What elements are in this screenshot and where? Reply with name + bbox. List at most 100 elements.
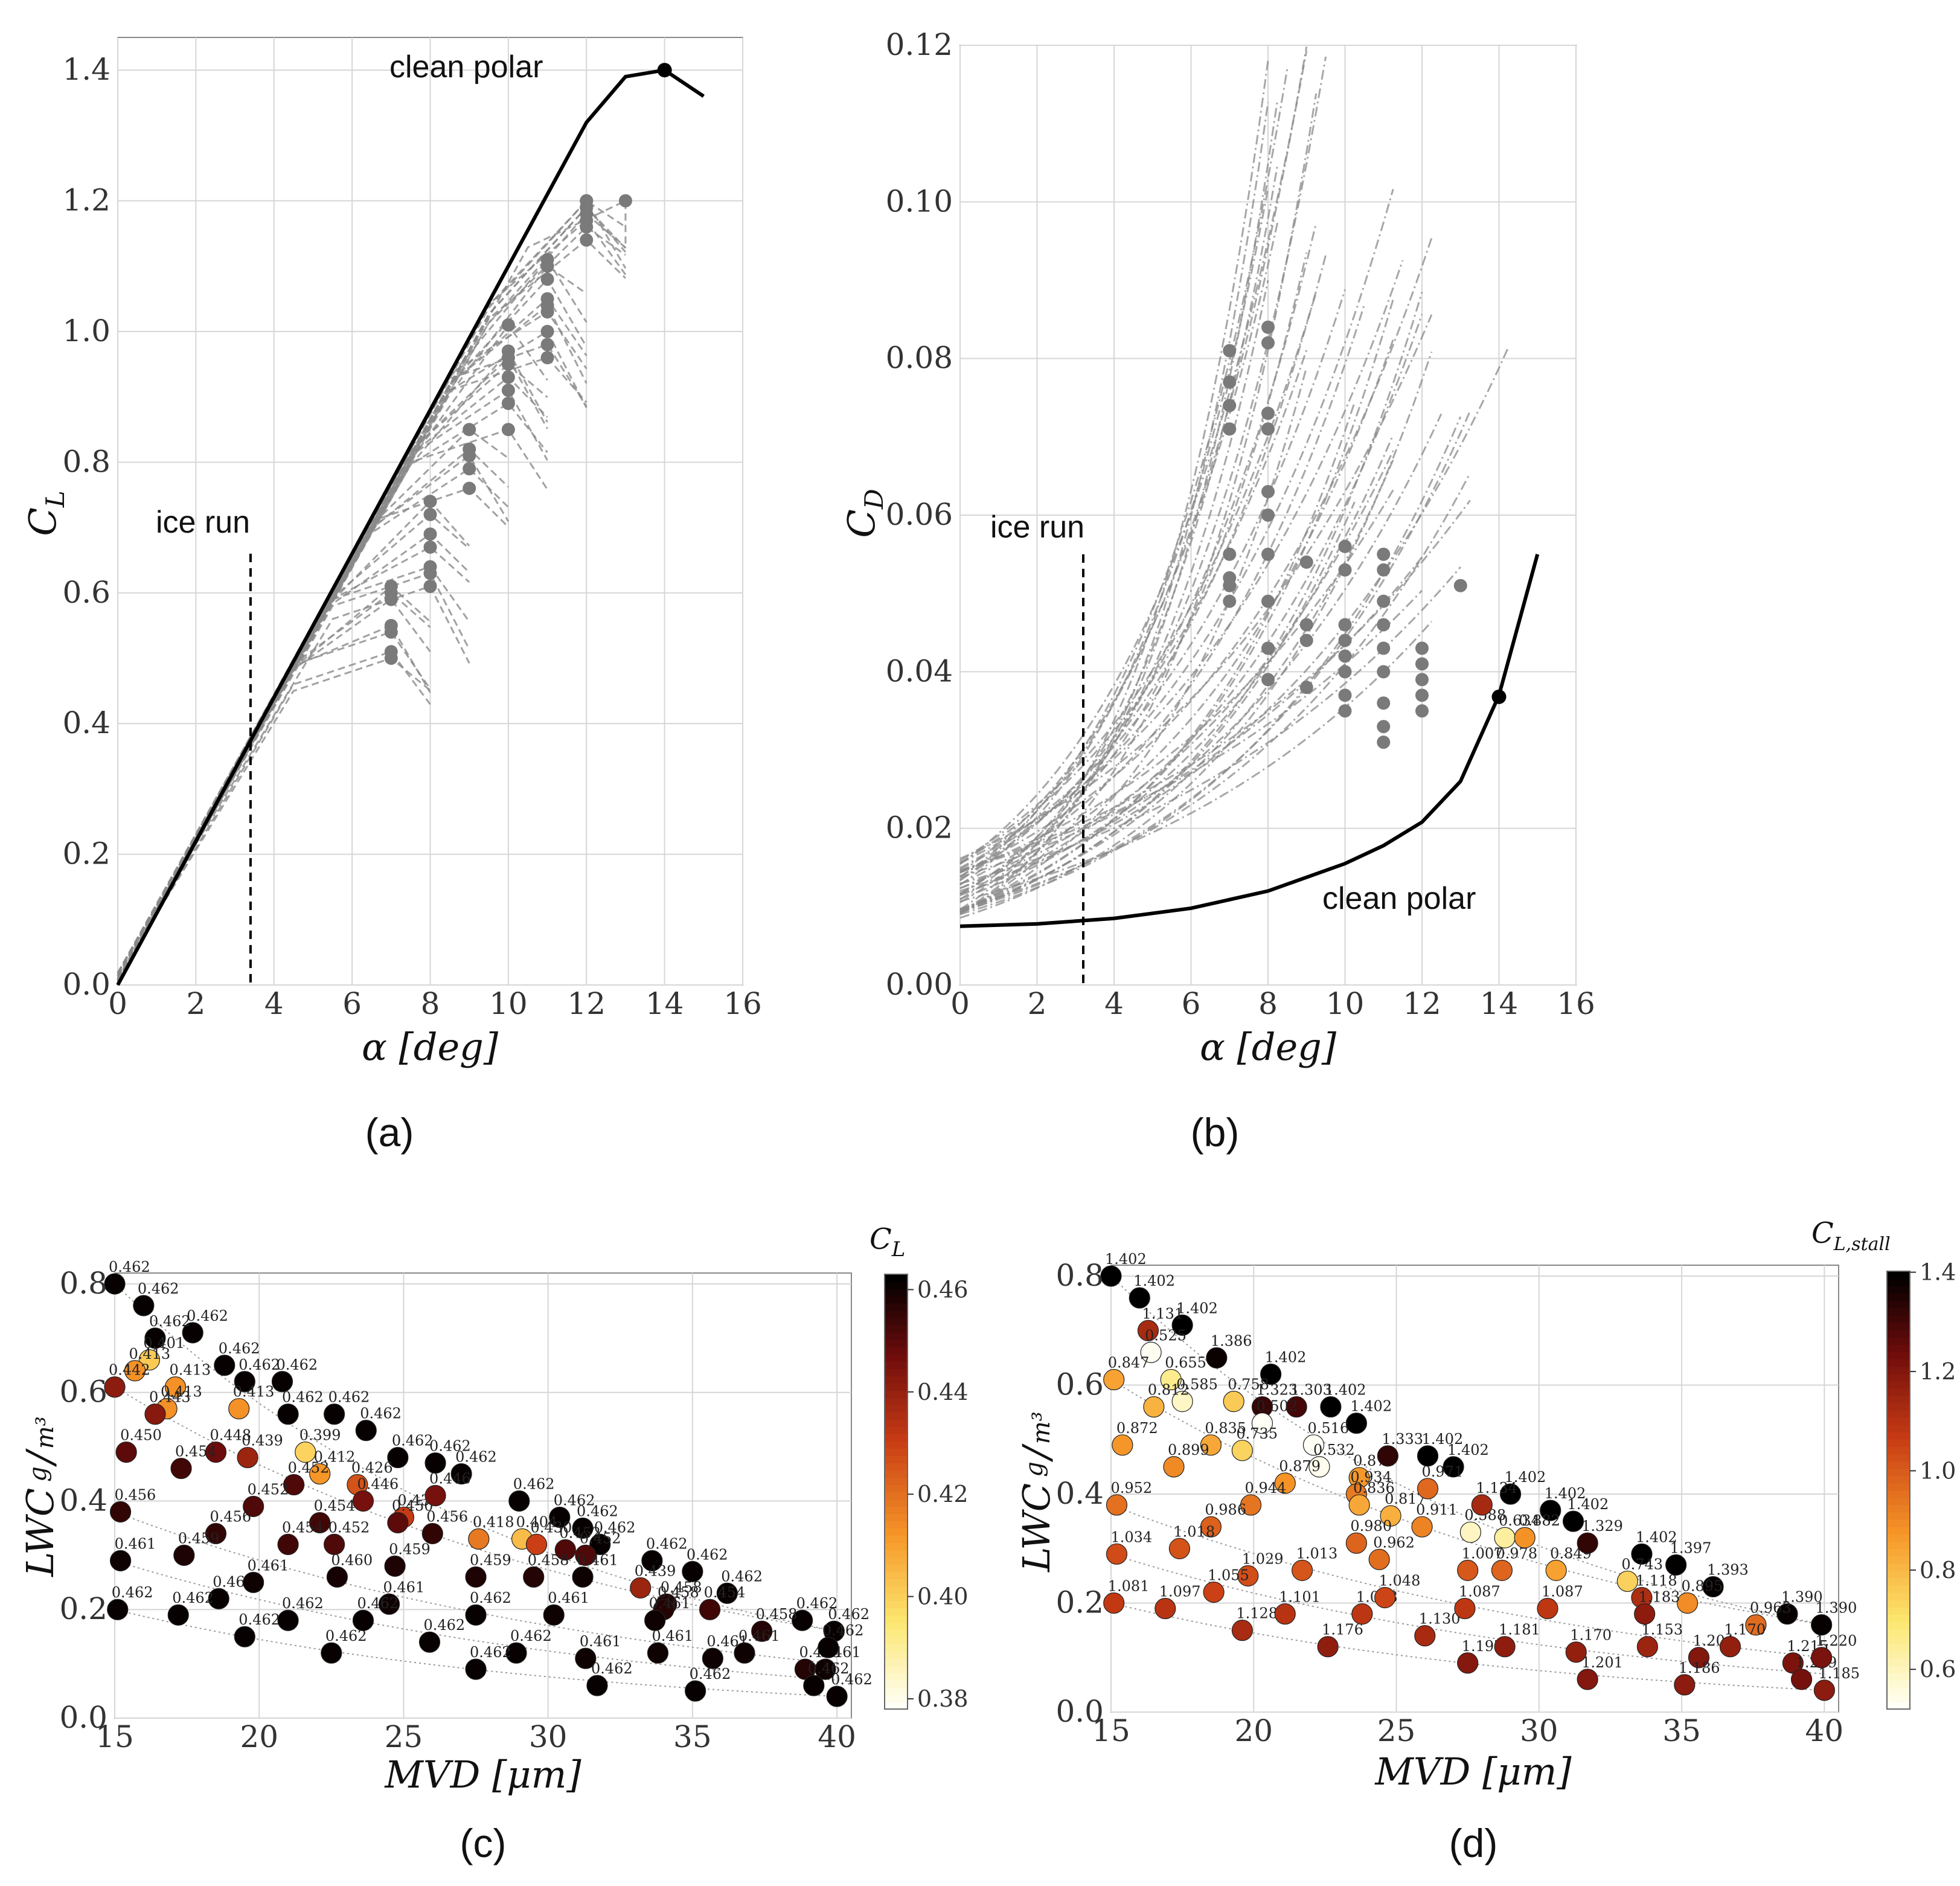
iced-stall-point-a — [540, 338, 554, 351]
x-tick-label-d: 20 — [1234, 1713, 1273, 1748]
scatter-point-d — [1137, 1320, 1159, 1341]
y-tick-label-d: 0.4 — [1055, 1476, 1104, 1511]
scatter-point-d — [1345, 1413, 1367, 1434]
point-value-label-d: 1.130 — [1419, 1611, 1461, 1628]
panel-a-lift-polar: 0 2 4 6 8 10 12 14 16 0.0 0.2 0.4 0.6 0.8 1.0 1.2 1.4 ic… — [21, 37, 762, 1155]
iced-stall-point-a — [384, 618, 398, 632]
iced-polar-line-b — [959, 50, 1308, 865]
point-value-label-c: 0.459 — [178, 1530, 220, 1547]
svg-text:CD: CD — [839, 489, 889, 537]
scatter-point-d — [1616, 1570, 1638, 1593]
scatter-point-c — [647, 1642, 669, 1664]
scatter-point-d — [1203, 1581, 1225, 1603]
y-tick-label-a: 1.2 — [62, 183, 110, 218]
colorbar-segment-d — [1887, 1388, 1910, 1396]
point-value-label-c: 0.399 — [299, 1427, 341, 1444]
iced-polar-line-a — [117, 277, 588, 984]
point-value-label-c: 0.450 — [120, 1427, 162, 1444]
iced-polar-line-b — [959, 299, 1394, 911]
point-value-label-c: 0.458 — [658, 1584, 699, 1601]
iced-stall-point-b — [1261, 422, 1275, 436]
point-value-label-c: 0.462 — [594, 1519, 636, 1536]
colorbar-segment-d — [1887, 1679, 1910, 1688]
colorbar-segment-c — [885, 1368, 908, 1376]
scatter-point-d — [1380, 1505, 1401, 1527]
scatter-point-c — [295, 1441, 316, 1463]
iced-stall-point-b — [1299, 618, 1313, 632]
point-value-label-c: 0.454 — [175, 1443, 217, 1460]
iced-stall-point-b — [1261, 673, 1275, 687]
scatter-point-d — [1302, 1434, 1325, 1456]
iced-stall-point-b — [1377, 665, 1391, 679]
y-tick-label-a: 0.2 — [62, 836, 110, 871]
colorbar-segment-c — [885, 1658, 908, 1666]
clean-stall-point-b — [1491, 689, 1507, 704]
scatter-point-d — [1286, 1396, 1307, 1418]
point-value-label-c: 0.458 — [756, 1606, 798, 1623]
iced-polar-line-a — [117, 199, 626, 984]
point-value-label-d: 0.532 — [1313, 1442, 1355, 1458]
point-value-label-c: 0.462 — [591, 1660, 633, 1677]
iced-stall-point-a — [423, 540, 437, 554]
scatter-point-c — [465, 1604, 487, 1626]
iced-stall-point-b — [1223, 547, 1237, 561]
y-tick-label-a: 1.0 — [62, 313, 110, 348]
scatter-point-c — [549, 1506, 571, 1528]
scatter-point-d — [1562, 1510, 1584, 1532]
colorbar-frame-c — [884, 1274, 908, 1710]
colorbar-segment-c — [885, 1296, 908, 1304]
scatter-point-d — [1443, 1456, 1464, 1478]
y-tick-label-b: 0.00 — [886, 967, 953, 1002]
point-value-label-c: 0.418 — [473, 1513, 514, 1530]
iced-polars-b — [959, 46, 1510, 919]
iced-stall-point-b — [1415, 657, 1429, 671]
scatter-point-c — [324, 1403, 345, 1425]
colorbar-segment-c — [885, 1376, 908, 1384]
colorbar-segment-d — [1887, 1534, 1910, 1542]
colorbar-segment-c — [885, 1281, 908, 1289]
scatter-point-d — [1545, 1559, 1567, 1581]
point-value-label-c: 0.430 — [531, 1519, 572, 1536]
point-value-label-c: 0.462 — [470, 1644, 511, 1661]
x-tick-label-b: 6 — [1182, 986, 1201, 1021]
point-value-label-c: 0.462 — [828, 1606, 870, 1623]
point-value-label-c: 0.462 — [510, 1628, 552, 1644]
point-value-label-c: 0.454 — [704, 1584, 746, 1601]
iced-polar-line-a — [117, 650, 431, 980]
iced-stall-point-a — [501, 370, 515, 384]
point-value-label-c: 0.454 — [282, 1519, 324, 1536]
point-value-label-c: 0.452 — [288, 1460, 330, 1477]
colorbar-segment-c — [885, 1354, 908, 1362]
iced-polar-line-a — [117, 323, 548, 977]
colorbar-segment-c — [885, 1600, 908, 1608]
point-value-label-c: 0.462 — [690, 1666, 731, 1682]
iced-polar-line-b — [959, 367, 1308, 913]
scatter-point-d — [1745, 1614, 1767, 1636]
trend-curve-d — [1110, 1602, 1825, 1691]
colorbar-segment-c — [885, 1593, 908, 1601]
colorbar-segment-c — [885, 1557, 908, 1565]
colorbar-segment-d — [1887, 1431, 1910, 1440]
point-value-label-c: 0.462 — [357, 1595, 399, 1612]
x-axis-label-c: MVD [μm] — [384, 1753, 581, 1797]
iced-stall-point-b — [1261, 336, 1275, 350]
iced-stall-point-b — [1377, 641, 1391, 655]
x-tick-label-a: 16 — [723, 986, 762, 1021]
scatter-point-d — [1200, 1516, 1222, 1538]
point-value-label-d: 1.081 — [1108, 1578, 1150, 1595]
colorbar-segment-c — [885, 1673, 908, 1681]
scatter-point-c — [237, 1446, 258, 1469]
iced-polar-line-a — [117, 304, 588, 984]
scatter-point-c — [465, 1566, 487, 1588]
scatter-point-c — [734, 1642, 755, 1664]
y-tick-label-a: 1.4 — [62, 52, 110, 87]
point-value-label-c: 0.456 — [115, 1486, 156, 1503]
x-tick-label-d: 15 — [1092, 1713, 1130, 1748]
scatter-point-d — [1499, 1483, 1522, 1505]
point-value-label-c: 0.462 — [276, 1356, 318, 1373]
scatter-point-d — [1317, 1636, 1339, 1658]
colorbar-segment-c — [885, 1289, 908, 1297]
y-tick-label-c: 0.2 — [59, 1591, 107, 1626]
point-value-label-d: 1.333 — [1382, 1431, 1423, 1448]
